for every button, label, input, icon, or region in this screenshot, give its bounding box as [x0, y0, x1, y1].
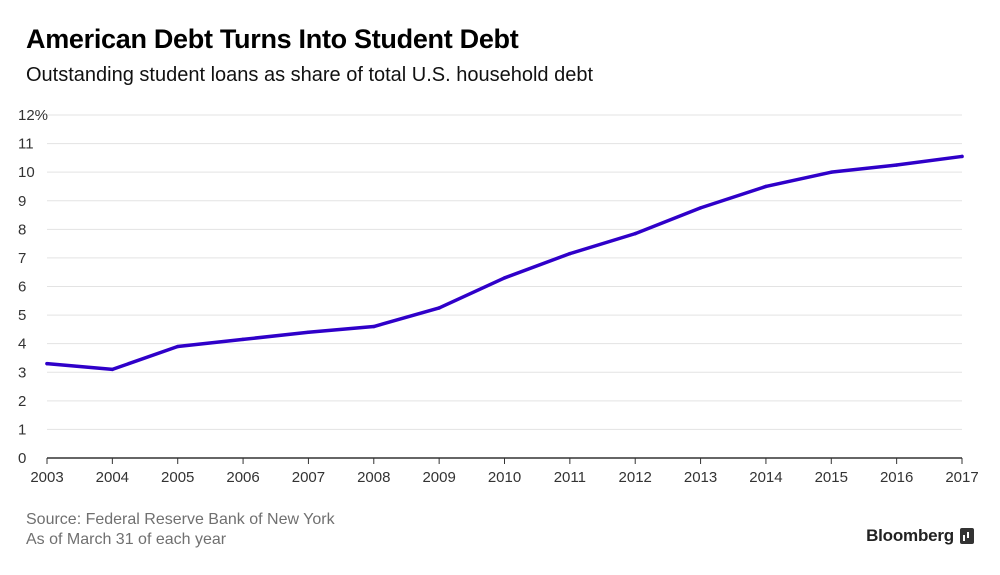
x-tick-label: 2009 [422, 469, 455, 486]
data-point [960, 154, 964, 159]
data-point [698, 206, 703, 210]
y-tick-label: 8 [18, 221, 26, 238]
data-point [241, 337, 245, 342]
brand-name: Bloomberg [866, 526, 954, 545]
y-tick-label: 12% [18, 107, 48, 124]
data-point [372, 324, 376, 329]
y-tick-label: 1 [18, 421, 26, 438]
chart-title: American Debt Turns Into Student Debt [26, 24, 519, 54]
data-point [45, 361, 49, 366]
y-tick-label: 9 [18, 193, 26, 210]
x-tick-label: 2007 [292, 469, 325, 486]
y-tick-label: 5 [18, 307, 26, 324]
x-tick-label: 2017 [945, 469, 978, 486]
data-point [633, 231, 637, 236]
data-point [764, 184, 768, 189]
date-note: As of March 31 of each year [26, 531, 227, 548]
x-tick-label: 2014 [749, 469, 782, 486]
y-axis-tick-labels: 0 1 2 3 4 5 6 7 8 9 10 11 12% [18, 107, 48, 467]
series-line [45, 154, 964, 372]
x-tick-label: 2016 [880, 469, 913, 486]
x-axis [46, 457, 963, 464]
y-tick-label: 6 [18, 279, 26, 296]
source-text: Source: Federal Reserve Bank of New York [26, 511, 335, 528]
gridlines [47, 114, 962, 430]
series-layer [45, 154, 964, 372]
data-point [306, 330, 311, 334]
y-tick-label: 10 [18, 164, 35, 181]
x-tick-label: 2011 [554, 469, 586, 486]
data-point [568, 251, 572, 256]
y-tick-label: 3 [18, 364, 26, 381]
data-point [894, 163, 899, 167]
x-tick-label: 2010 [488, 469, 521, 486]
y-tick-label: 4 [18, 336, 26, 353]
data-point [502, 276, 507, 280]
x-tick-label: 2005 [161, 469, 194, 486]
chart-subtitle: Outstanding student loans as share of to… [26, 64, 594, 86]
y-tick-label: 0 [18, 450, 26, 467]
x-tick-label: 2004 [96, 469, 129, 486]
x-tick-label: 2015 [815, 469, 848, 486]
data-point [829, 170, 833, 174]
source-note: Source: Federal Reserve Bank of New York… [26, 510, 335, 550]
data-point [176, 344, 180, 349]
y-tick-label: 11 [18, 136, 34, 153]
x-tick-label: 2013 [684, 469, 717, 486]
y-tick-label: 2 [18, 393, 26, 410]
x-axis-tick-labels: 2003 2004 2005 2006 2007 2008 2009 2010 2011 2012… [30, 469, 978, 486]
y-tick-label: 7 [18, 250, 26, 267]
x-tick-label: 2006 [226, 469, 259, 486]
brand-logo: Bloomberg [866, 526, 974, 546]
x-tick-label: 2003 [30, 469, 63, 486]
x-tick-label: 2008 [357, 469, 390, 486]
x-tick-label: 2012 [619, 469, 652, 486]
data-point [110, 367, 115, 372]
bloomberg-icon [960, 528, 974, 544]
data-point [437, 306, 441, 310]
